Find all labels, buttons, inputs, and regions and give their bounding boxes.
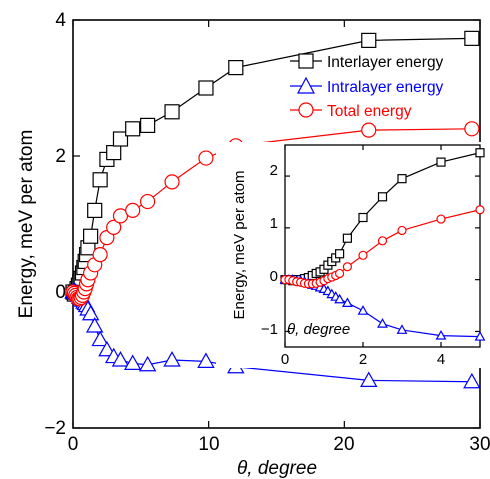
legend-square-marker — [299, 54, 313, 68]
main-triangle-point-20 — [164, 352, 179, 366]
main-triangle-point-18 — [125, 356, 140, 370]
legend-item-total: Total energy — [290, 103, 412, 120]
inset-y-tick-label-1: 1 — [270, 215, 278, 232]
inset-circle-point-15 — [343, 263, 351, 271]
inset-square-point-15 — [343, 234, 351, 242]
inset-circle-point-19 — [437, 215, 445, 223]
x-tick-label-30: 30 — [469, 434, 490, 455]
inset-x-axis-label: θ, degree — [287, 321, 350, 338]
x-axis-label: θ, degree — [237, 458, 317, 479]
inset-circle-point-17 — [379, 237, 387, 245]
main-circle-point-21 — [199, 151, 213, 165]
legend: Interlayer energy Intralayer energy Tota… — [290, 54, 444, 120]
main-circle-point-18 — [126, 203, 140, 217]
main-triangle-point-24 — [464, 374, 479, 388]
legend-item-intralayer: Intralayer energy — [290, 78, 444, 96]
inset-x-tick-label-4: 4 — [437, 351, 445, 368]
legend-label-intralayer: Intralayer energy — [327, 79, 444, 96]
inset-y-tick-label-0: 0 — [270, 268, 278, 285]
y-tick-label-2: 2 — [55, 146, 66, 167]
inset-square-point-14 — [336, 250, 344, 258]
main-square-point-18 — [126, 122, 140, 136]
main-square-point-19 — [141, 118, 155, 132]
main-circle-point-19 — [141, 195, 155, 209]
x-tick-label-20: 20 — [333, 434, 354, 455]
inset-y-tick-label-minus1: −1 — [261, 321, 278, 338]
main-square-point-21 — [199, 81, 213, 95]
main-circle-point-20 — [165, 175, 179, 189]
main-square-point-20 — [165, 105, 179, 119]
main-square-point-13 — [88, 203, 102, 217]
inset-circle-point-16 — [359, 251, 367, 259]
inset-square-point-16 — [359, 214, 367, 222]
y-tick-label-minus2: −2 — [44, 418, 66, 439]
main-square-point-14 — [93, 173, 107, 187]
main-circle-point-24 — [465, 122, 479, 136]
y-tick-label-0: 0 — [55, 282, 66, 303]
y-axis-label: Energy, meV per atom — [16, 130, 37, 319]
inset-x-tick-label-2: 2 — [359, 351, 367, 368]
main-circle-point-14 — [93, 248, 107, 262]
inset-y-tick-label-2: 2 — [270, 162, 278, 179]
x-tick-label-0: 0 — [68, 434, 79, 455]
inset-square-point-19 — [437, 158, 445, 166]
inset-circle-point-14 — [336, 269, 344, 277]
main-square-point-24 — [465, 31, 479, 45]
inset-square-point-20 — [476, 149, 484, 157]
main-circle-point-23 — [362, 123, 376, 137]
main-triangle-point-21 — [198, 354, 213, 368]
main-square-point-16 — [107, 146, 121, 160]
legend-label-total: Total energy — [327, 103, 412, 120]
legend-circle-marker — [299, 103, 313, 117]
inset-y-axis-label: Energy, meV per atom — [231, 171, 248, 320]
inset-background — [216, 142, 486, 368]
legend-item-interlayer: Interlayer energy — [290, 54, 444, 71]
inset-square-point-18 — [398, 175, 406, 183]
inset-x-tick-label-0: 0 — [281, 351, 289, 368]
main-square-point-22 — [229, 61, 243, 75]
x-tick-label-10: 10 — [198, 434, 219, 455]
legend-label-interlayer: Interlayer energy — [327, 54, 444, 71]
inset-square-point-17 — [379, 193, 387, 201]
main-square-point-23 — [362, 33, 376, 47]
main-square-point-12 — [84, 229, 98, 243]
y-tick-label-4: 4 — [55, 10, 66, 31]
inset-circle-point-18 — [398, 226, 406, 234]
inset-circle-point-20 — [476, 206, 484, 214]
